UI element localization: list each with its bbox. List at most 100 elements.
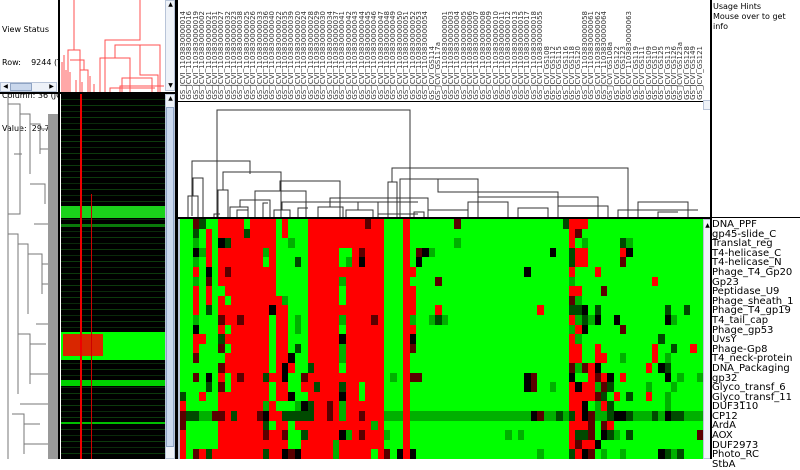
heatmap-cell[interactable]: [524, 219, 531, 229]
heatmap-cell[interactable]: [180, 286, 187, 296]
heatmap-cell[interactable]: [645, 334, 652, 344]
heatmap-cell[interactable]: [651, 247, 659, 258]
heatmap-cell[interactable]: [594, 324, 601, 335]
heatmap-cell[interactable]: [671, 324, 678, 335]
heatmap-cell[interactable]: [403, 401, 410, 411]
heatmap-cell[interactable]: [486, 219, 493, 229]
heatmap-cell[interactable]: [377, 420, 385, 431]
heatmap-cell[interactable]: [651, 228, 659, 239]
heatmap-cell[interactable]: [626, 420, 633, 431]
heatmap-cell[interactable]: [524, 238, 531, 248]
heatmap-cell[interactable]: [211, 420, 219, 431]
heatmap-cell[interactable]: [288, 305, 295, 315]
heatmap-cell[interactable]: [186, 363, 193, 373]
heatmap-cell[interactable]: [243, 257, 251, 267]
heatmap-cell[interactable]: [530, 315, 538, 325]
heatmap-cell[interactable]: [364, 286, 372, 296]
heatmap-cell[interactable]: [403, 372, 410, 383]
heatmap-cell[interactable]: [537, 324, 544, 335]
heatmap-cell[interactable]: [384, 353, 391, 363]
heatmap-cell[interactable]: [530, 305, 538, 315]
heatmap-cell[interactable]: [518, 439, 525, 450]
heatmap-cell[interactable]: [250, 363, 257, 373]
heatmap-cell[interactable]: [231, 391, 238, 402]
heatmap-cell[interactable]: [211, 401, 219, 411]
heatmap-cell[interactable]: [556, 276, 563, 287]
heatmap-cell[interactable]: [696, 228, 703, 239]
heatmap-cell[interactable]: [403, 238, 410, 248]
heatmap-cell[interactable]: [218, 267, 225, 277]
heatmap-cell[interactable]: [237, 324, 244, 335]
heatmap-cell[interactable]: [588, 276, 595, 287]
heatmap-cell[interactable]: [211, 411, 219, 421]
heatmap-cell[interactable]: [186, 305, 193, 315]
heatmap-cell[interactable]: [352, 238, 359, 248]
heatmap-cell[interactable]: [269, 315, 276, 325]
heatmap-cell[interactable]: [415, 439, 423, 450]
heatmap-cell[interactable]: [511, 247, 519, 258]
heatmap-cell[interactable]: [333, 295, 340, 306]
heatmap-cell[interactable]: [658, 372, 665, 383]
heatmap-cell[interactable]: [460, 238, 467, 248]
heatmap-cell[interactable]: [288, 363, 295, 373]
heatmap-cell[interactable]: [556, 295, 563, 306]
scroll-up-icon[interactable]: ▲: [168, 1, 173, 8]
heatmap-cell[interactable]: [211, 257, 219, 267]
heatmap-cell[interactable]: [428, 372, 436, 383]
heatmap-cell[interactable]: [364, 247, 372, 258]
heatmap-cell[interactable]: [428, 411, 436, 421]
heatmap-cell[interactable]: [371, 315, 378, 325]
heatmap-cell[interactable]: [677, 295, 684, 306]
heatmap-cell[interactable]: [690, 343, 697, 354]
heatmap-cell[interactable]: [307, 315, 314, 325]
heatmap-cell[interactable]: [313, 382, 321, 392]
heatmap-cell[interactable]: [505, 219, 512, 229]
heatmap-cell[interactable]: [690, 439, 697, 450]
heatmap-cell[interactable]: [333, 228, 340, 239]
heatmap-cell[interactable]: [549, 430, 557, 440]
heatmap-cell[interactable]: [549, 353, 557, 363]
heatmap-cell[interactable]: [415, 324, 423, 335]
heatmap-cell[interactable]: [664, 295, 672, 306]
heatmap-cell[interactable]: [211, 363, 219, 373]
heatmap-cell[interactable]: [613, 238, 621, 248]
heatmap-cell[interactable]: [620, 324, 627, 335]
heatmap-cell[interactable]: [486, 430, 493, 440]
heatmap-cell[interactable]: [428, 257, 436, 267]
heatmap-cell[interactable]: [651, 439, 659, 450]
heatmap-cell[interactable]: [658, 363, 665, 373]
row-label[interactable]: Phage_T4_gp19: [712, 305, 791, 317]
heatmap-cell[interactable]: [186, 353, 193, 363]
heatmap-cell[interactable]: [651, 334, 659, 344]
heatmap-cell[interactable]: [581, 295, 589, 306]
heatmap-cell[interactable]: [231, 238, 238, 248]
heatmap-cell[interactable]: [479, 439, 487, 450]
heatmap-cell[interactable]: [333, 439, 340, 450]
heatmap-cell[interactable]: [320, 267, 327, 277]
heatmap-cell[interactable]: [422, 353, 429, 363]
heatmap-cell[interactable]: [352, 382, 359, 392]
heatmap-cell[interactable]: [339, 324, 346, 335]
heatmap-cell[interactable]: [690, 238, 697, 248]
heatmap-cell[interactable]: [224, 334, 232, 344]
heatmap-cell[interactable]: [250, 411, 257, 421]
global-heatmap-overview[interactable]: [61, 94, 165, 459]
heatmap-cell[interactable]: [639, 257, 646, 267]
heatmap-cell[interactable]: [454, 219, 461, 229]
heatmap-cell[interactable]: [390, 315, 397, 325]
heatmap-cell[interactable]: [211, 305, 219, 315]
heatmap-cell[interactable]: [677, 353, 684, 363]
heatmap-cell[interactable]: [696, 401, 703, 411]
heatmap-cell[interactable]: [479, 401, 487, 411]
heatmap-cell[interactable]: [664, 382, 672, 392]
heatmap-cell[interactable]: [639, 382, 646, 392]
heatmap-cell[interactable]: [543, 439, 550, 450]
heatmap-cell[interactable]: [594, 353, 601, 363]
heatmap-cell[interactable]: [645, 267, 652, 277]
heatmap-cell[interactable]: [256, 363, 263, 373]
heatmap-cell[interactable]: [505, 343, 512, 354]
heatmap-cell[interactable]: [467, 420, 474, 431]
heatmap-cell[interactable]: [562, 257, 570, 267]
heatmap-cell[interactable]: [352, 315, 359, 325]
heatmap-cell[interactable]: [473, 324, 480, 335]
